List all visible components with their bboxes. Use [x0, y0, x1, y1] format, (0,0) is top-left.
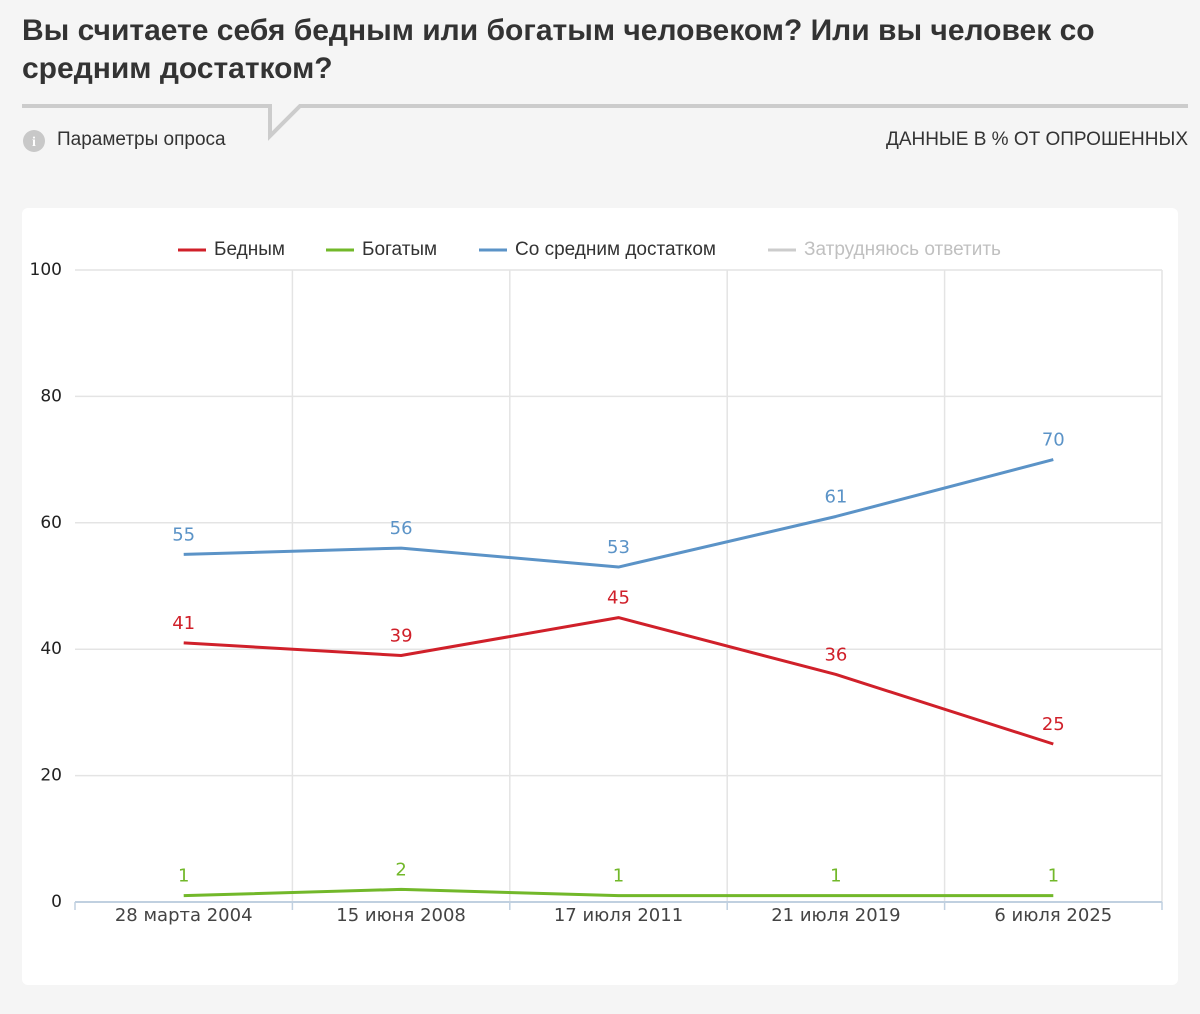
data-label: 39 [390, 626, 413, 647]
separator [22, 104, 1188, 141]
data-label: 1 [1048, 866, 1059, 887]
data-label: 36 [824, 644, 847, 665]
data-label: 56 [390, 518, 413, 539]
page-title: Вы считаете себя бедным или богатым чело… [22, 14, 1095, 85]
series-line [183, 887, 1054, 898]
x-tick-label: 21 июля 2019 [771, 905, 900, 926]
survey-params[interactable]: Параметры опроса [57, 129, 226, 150]
legend-label[interactable]: Затрудняюсь ответить [804, 239, 1001, 260]
data-label: 55 [172, 524, 195, 545]
data-label: 2 [395, 859, 406, 880]
data-label: 41 [172, 613, 195, 634]
data-label: 45 [607, 588, 630, 609]
data-label: 25 [1042, 714, 1065, 735]
y-tick-label: 80 [40, 386, 62, 406]
x-tick-label: 17 июля 2011 [554, 905, 683, 926]
y-tick-label: 100 [30, 260, 62, 280]
units-note: ДАННЫЕ В % ОТ ОПРОШЕННЫХ [885, 129, 1188, 150]
x-tick-label: 15 июня 2008 [336, 905, 466, 926]
data-label: 70 [1042, 430, 1065, 451]
legend-label[interactable]: Со средним достатком [515, 239, 716, 260]
y-tick-label: 20 [40, 766, 62, 786]
y-tick-label: 0 [51, 892, 62, 912]
y-tick-label: 40 [40, 639, 62, 659]
header-decor: i [22, 104, 1188, 152]
info-icon-glyph: i [32, 135, 36, 150]
legend-label[interactable]: Бедным [214, 239, 285, 260]
data-label: 1 [830, 866, 841, 887]
info-icon[interactable] [23, 130, 45, 152]
data-label: 1 [178, 866, 189, 887]
data-label: 53 [607, 537, 630, 558]
chart-card [22, 208, 1178, 985]
data-label: 61 [824, 486, 847, 507]
x-tick-label: 6 июля 2025 [994, 905, 1112, 926]
series-line [183, 616, 1054, 746]
data-label: 1 [613, 866, 624, 887]
series-line [183, 458, 1054, 569]
y-tick-label: 60 [40, 513, 62, 533]
legend-label[interactable]: Богатым [362, 239, 437, 260]
x-tick-label: 28 марта 2004 [115, 905, 253, 926]
